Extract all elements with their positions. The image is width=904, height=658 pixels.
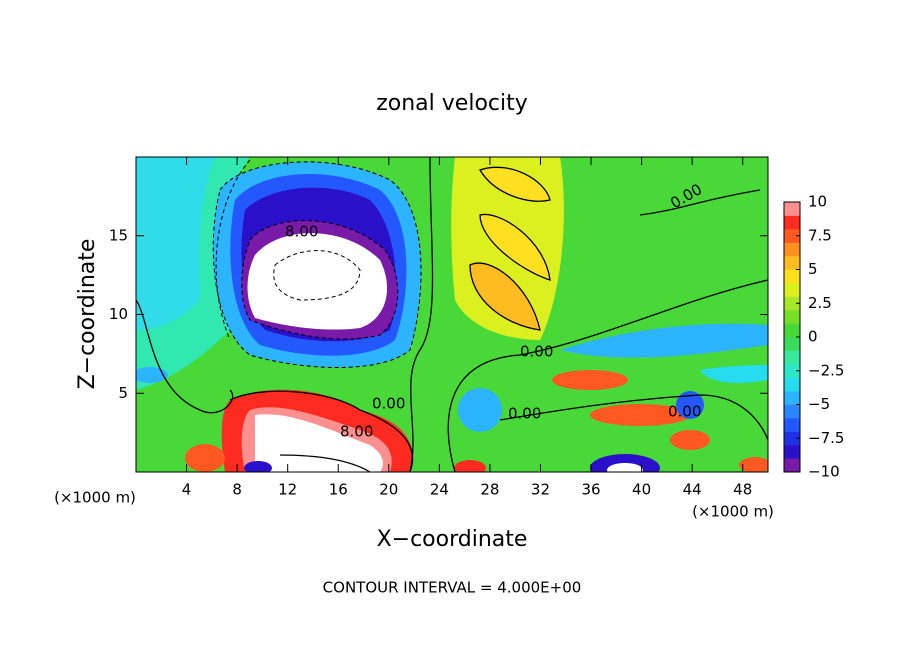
colorbar-tick-label: −7.5 xyxy=(808,429,844,447)
contour-label: 0.00 xyxy=(520,343,553,361)
x-tick-label: 32 xyxy=(531,481,550,499)
x-tick-label: 36 xyxy=(581,481,600,499)
colorbar-tick-label: −5 xyxy=(808,395,830,413)
colorbar-band xyxy=(784,350,800,365)
colorbar-band xyxy=(784,458,800,473)
x-tick-label: 48 xyxy=(733,481,752,499)
colorbar-band xyxy=(784,391,800,405)
colorbar-band xyxy=(784,377,800,392)
y-tick-label: 10 xyxy=(109,305,128,323)
colorbar-band xyxy=(784,310,800,324)
colorbar-band xyxy=(784,296,800,311)
footer: CONTOUR INTERVAL = 4.000E+00 xyxy=(323,579,582,597)
colorbar-band xyxy=(784,202,800,216)
x-tick-label: 28 xyxy=(480,481,499,499)
colorbar-tick-label: −10 xyxy=(808,463,840,481)
x-tick-label: 40 xyxy=(632,481,651,499)
x-tick-label: 24 xyxy=(430,481,449,499)
contour-label: 8.00 xyxy=(340,423,373,441)
contour-field xyxy=(136,157,768,472)
colorbar-band xyxy=(784,431,800,446)
colorbar-band xyxy=(784,269,800,284)
x-tick-label: 12 xyxy=(278,481,297,499)
x-tick-label: 44 xyxy=(683,481,702,499)
colorbar-band xyxy=(784,215,800,230)
colorbar-tick-label: 5 xyxy=(808,260,818,278)
colorbar-band xyxy=(784,283,800,297)
colorbar-band xyxy=(784,229,800,243)
chart-title: zonal velocity xyxy=(376,91,528,116)
contour-label: 8.00 xyxy=(285,223,318,241)
x-tick-label: 20 xyxy=(379,481,398,499)
colorbar-tick-label: −2.5 xyxy=(808,361,844,379)
colorbar-band xyxy=(784,323,800,338)
contour-label: 0.00 xyxy=(372,395,405,413)
colorbar-band xyxy=(784,404,800,419)
x-axis-label: X−coordinate xyxy=(377,527,528,552)
x-tick-label: 16 xyxy=(329,481,348,499)
colorbar-band xyxy=(784,364,800,378)
colorbar-band xyxy=(784,445,800,459)
colorbar-tick-label: 7.5 xyxy=(808,226,832,244)
contour-label: 0.00 xyxy=(668,403,701,421)
x-unit-label: (×1000 m) xyxy=(54,489,136,507)
y-axis-label: Z−coordinate xyxy=(75,239,100,390)
y-tick-label: 15 xyxy=(109,226,128,244)
x-tick-label: 8 xyxy=(232,481,242,499)
colorbar-tick-label: 2.5 xyxy=(808,294,832,312)
colorbar-band xyxy=(784,337,800,351)
colorbar-band xyxy=(784,418,800,432)
colorbar-band xyxy=(784,242,800,257)
x-tick-label: 4 xyxy=(182,481,192,499)
y-tick-label: 5 xyxy=(118,384,128,402)
colorbar-tick-label: 0 xyxy=(808,328,818,346)
colorbar-band xyxy=(784,256,800,270)
colorbar-tick-label: 10 xyxy=(808,193,827,211)
x-unit-label: (×1000 m) xyxy=(692,503,774,521)
contour-label: 0.00 xyxy=(508,405,541,423)
